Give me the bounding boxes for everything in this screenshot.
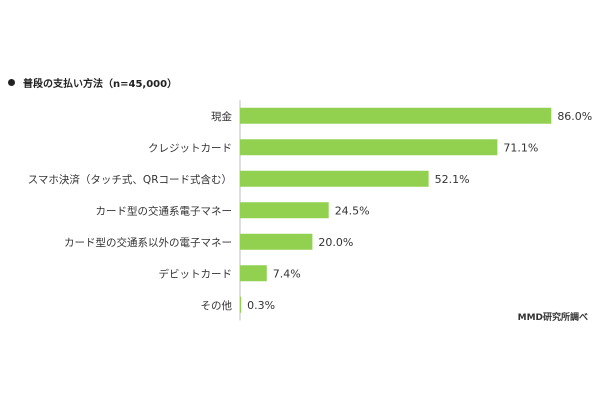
- data-label: 24.5%: [335, 204, 370, 217]
- bar: [240, 296, 242, 313]
- category-label: その他: [201, 299, 233, 312]
- category-label: 現金: [211, 110, 232, 123]
- bar: [240, 233, 313, 250]
- bar: [240, 107, 552, 124]
- data-label: 20.0%: [318, 236, 353, 249]
- data-label: 71.1%: [503, 141, 538, 154]
- chart-title: 普段の支払い方法（n=45,000）: [8, 75, 177, 90]
- chart-title-text: 普段の支払い方法（n=45,000）: [23, 79, 178, 90]
- source-note: MMD研究所調べ: [517, 313, 588, 323]
- bar: [240, 202, 329, 219]
- data-label: 86.0%: [557, 110, 592, 123]
- category-label: クレジットカード: [148, 142, 232, 154]
- category-label: カード型の交通系電子マネー: [96, 204, 233, 217]
- bar: [240, 170, 429, 187]
- category-label: スマホ決済（タッチ式、QRコード式含む）: [28, 173, 232, 186]
- category-label: カード型の交通系以外の電子マネー: [64, 236, 232, 249]
- category-label: デビットカード: [159, 267, 233, 280]
- data-label: 7.4%: [273, 267, 301, 280]
- bar: [240, 265, 267, 282]
- data-label: 0.3%: [247, 299, 275, 312]
- data-label: 52.1%: [435, 173, 470, 186]
- bullet-icon: [8, 79, 15, 86]
- bar: [240, 139, 498, 156]
